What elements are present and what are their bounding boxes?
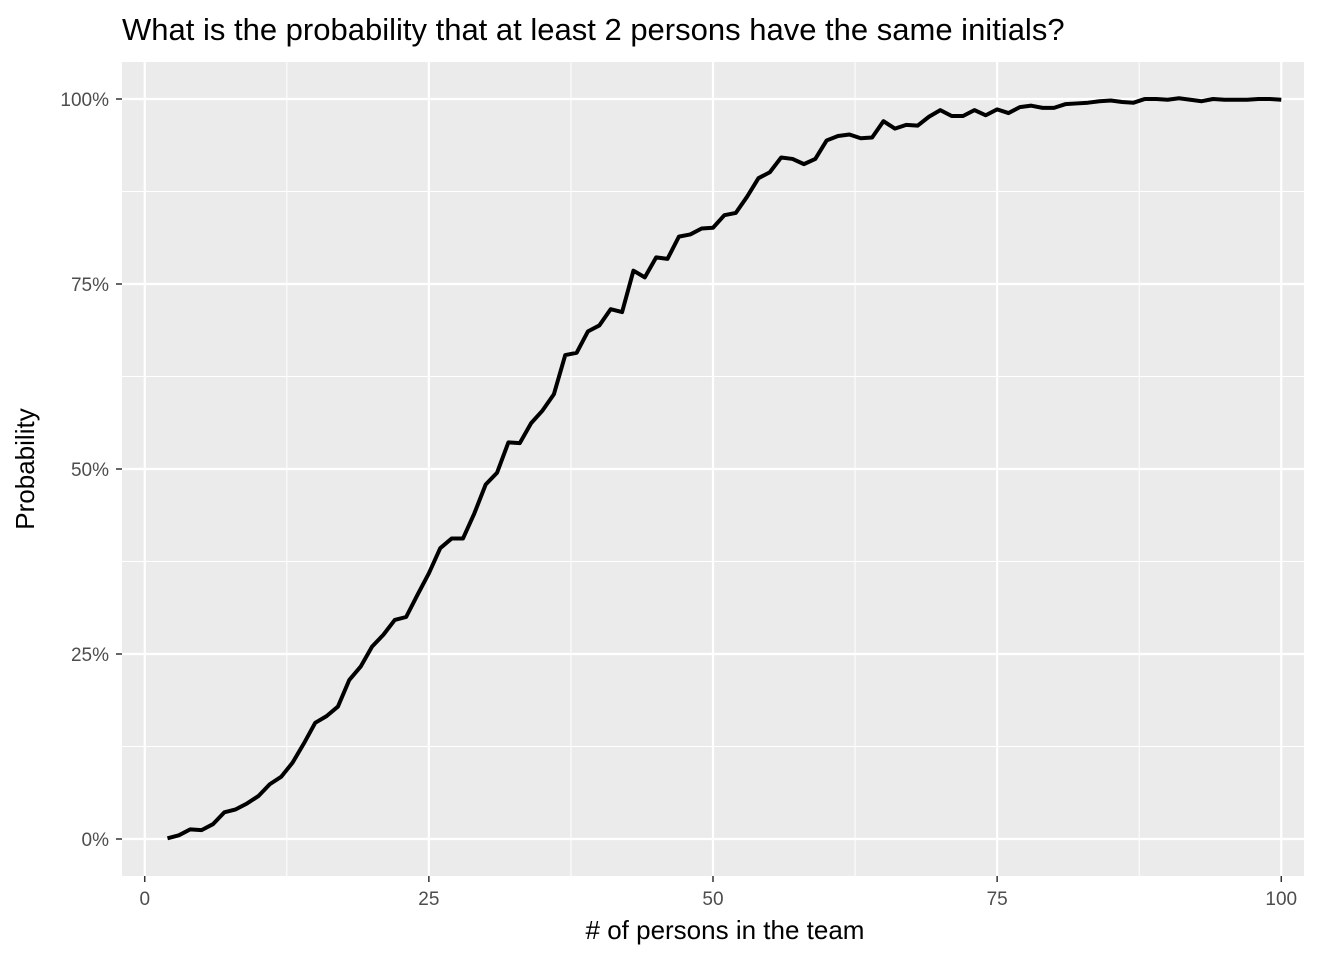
y-tick-label: 25% — [71, 645, 109, 666]
y-tick-label: 0% — [82, 830, 110, 851]
x-axis-title: # of persons in the team — [586, 915, 865, 945]
y-axis-title: Probability — [10, 408, 40, 529]
x-tick-label: 100 — [1265, 889, 1297, 910]
x-tick-label: 50 — [702, 889, 723, 910]
series-layer — [166, 96, 1282, 841]
major-gridlines — [122, 62, 1304, 876]
y-tick-label: 100% — [60, 90, 109, 111]
x-tick-label: 0 — [139, 889, 150, 910]
y-axis: 0% 25% 50% 75% 100% — [60, 90, 122, 851]
chart-title: What is the probability that at least 2 … — [122, 12, 1065, 47]
x-axis: 0 25 50 75 100 — [139, 876, 1297, 910]
y-tick-label: 50% — [71, 460, 109, 481]
y-tick-label: 75% — [71, 275, 109, 296]
x-tick-label: 25 — [418, 889, 439, 910]
probability-line — [166, 96, 1282, 841]
x-tick-label: 75 — [987, 889, 1008, 910]
